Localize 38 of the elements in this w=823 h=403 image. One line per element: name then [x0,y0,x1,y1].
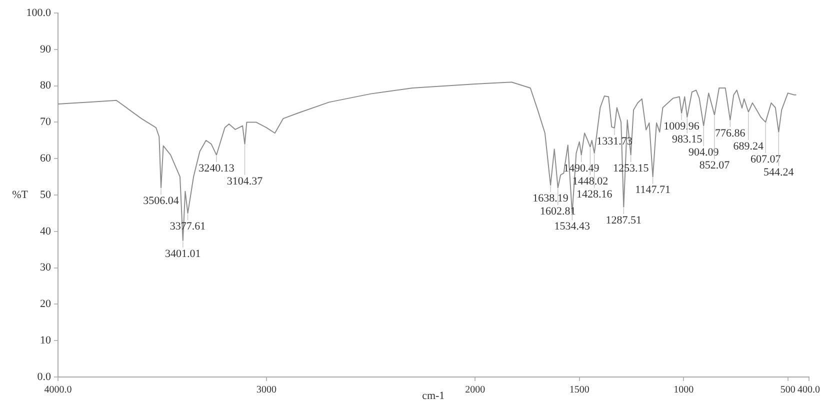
annotation: 1428.16 [576,188,613,200]
y-tick-label: 30 [40,262,52,274]
y-tick-label: 50 [40,188,52,201]
annotation: 607.07 [750,153,782,166]
annotation: 776.86 [715,127,746,140]
annotation: 1147.71 [635,184,670,196]
annotation: 1534.43 [554,220,591,233]
x-tick-label: 4000.0 [44,384,72,396]
x-axis-title: cm-1 [422,390,445,402]
y-tick-label: 10 [40,334,52,346]
annotation: 1602.81 [540,206,576,218]
annotation: 3401.01 [165,248,201,260]
annotation: 3240.13 [198,162,235,174]
y-tick-label: 90 [40,43,52,56]
annotation: 1009.96 [664,120,700,132]
annotation: 3104.37 [226,175,264,188]
annotation: 983.15 [672,133,703,146]
annotation: 1638.19 [532,192,569,205]
y-tick-label: 0.0 [37,370,52,383]
x-tick-label: 1000 [674,384,694,396]
y-tick-label: 80 [40,80,52,92]
annotation: 544.24 [764,166,794,178]
annotation: 852.07 [699,159,730,172]
y-tick-label: 20 [40,298,52,310]
x-tick-label: 1500 [569,384,590,396]
annotation: 689.24 [733,140,764,152]
y-tick-label: 40 [40,225,52,238]
annotation: 904.09 [688,146,720,158]
annotation: 3506.04 [143,195,180,208]
x-tick-label: 2000 [465,384,486,396]
annotation: 1287.51 [606,214,642,226]
y-tick-label: 60 [40,152,52,164]
x-tick-label: 400.0 [798,384,820,396]
y-tick-label: 100.0 [26,6,52,19]
y-axis-title: %T [12,188,28,201]
x-tick-label: 500 [780,384,796,396]
y-tick-label: 70 [40,116,52,128]
x-tick-label: 3000 [256,384,277,396]
